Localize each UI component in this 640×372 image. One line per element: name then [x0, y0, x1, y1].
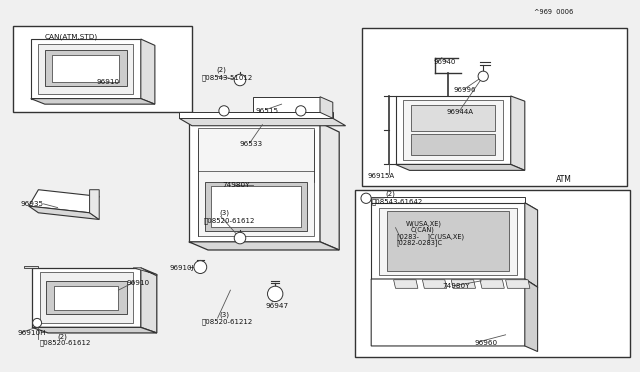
Text: Ⓝ08543-61642: Ⓝ08543-61642 — [371, 198, 422, 205]
Polygon shape — [371, 197, 525, 203]
Circle shape — [234, 74, 246, 86]
Text: 74980Y: 74980Y — [443, 283, 470, 289]
Text: 96915A: 96915A — [368, 173, 395, 179]
Polygon shape — [253, 97, 320, 112]
Polygon shape — [133, 268, 157, 276]
Text: 74980Y: 74980Y — [223, 182, 250, 188]
Polygon shape — [451, 280, 476, 288]
Polygon shape — [387, 211, 509, 271]
Text: C(CAN): C(CAN) — [411, 227, 435, 233]
Polygon shape — [32, 268, 141, 327]
Circle shape — [296, 106, 306, 116]
Text: (2): (2) — [58, 333, 67, 340]
Circle shape — [33, 318, 42, 327]
Circle shape — [194, 261, 207, 273]
Text: CAN(ATM,STD): CAN(ATM,STD) — [45, 33, 98, 40]
Polygon shape — [179, 118, 346, 126]
Text: 96910J: 96910J — [170, 265, 194, 271]
Text: 96515: 96515 — [256, 108, 279, 114]
Text: 96910H: 96910H — [18, 330, 47, 336]
Bar — [355, 190, 630, 357]
Polygon shape — [52, 55, 119, 82]
Text: ^969 0006: ^969 0006 — [534, 9, 573, 15]
Polygon shape — [40, 272, 133, 323]
Text: 96944A: 96944A — [447, 109, 474, 115]
Polygon shape — [320, 123, 339, 250]
Text: ATM: ATM — [556, 175, 572, 184]
Polygon shape — [411, 105, 495, 131]
Polygon shape — [29, 206, 99, 219]
Text: Ⓝ08543-51012: Ⓝ08543-51012 — [202, 74, 253, 81]
Polygon shape — [45, 50, 127, 86]
Circle shape — [268, 286, 283, 302]
Text: Ⓝ08520-61612: Ⓝ08520-61612 — [40, 340, 91, 346]
Text: (2): (2) — [385, 191, 395, 198]
Polygon shape — [198, 128, 314, 236]
Polygon shape — [189, 242, 339, 250]
Text: (3): (3) — [219, 209, 229, 216]
Polygon shape — [205, 182, 307, 231]
Polygon shape — [189, 123, 320, 242]
Text: 96947: 96947 — [266, 303, 289, 309]
Bar — [13, 26, 192, 112]
Polygon shape — [29, 190, 99, 213]
Text: 96940: 96940 — [434, 60, 456, 65]
Polygon shape — [480, 280, 504, 288]
Polygon shape — [525, 203, 538, 287]
Polygon shape — [525, 279, 538, 352]
Text: W(USA,XE): W(USA,XE) — [406, 220, 442, 227]
Polygon shape — [90, 190, 99, 219]
Polygon shape — [32, 327, 157, 333]
Text: (3): (3) — [219, 311, 229, 318]
Polygon shape — [179, 112, 333, 118]
Polygon shape — [46, 281, 127, 314]
Polygon shape — [396, 96, 511, 164]
Text: Ⓝ08520-61612: Ⓝ08520-61612 — [204, 217, 255, 224]
Circle shape — [219, 106, 229, 116]
Bar — [362, 28, 627, 186]
Text: 96533: 96533 — [240, 141, 263, 147]
Polygon shape — [24, 266, 38, 268]
Polygon shape — [320, 97, 333, 118]
Circle shape — [234, 232, 246, 244]
Polygon shape — [211, 186, 301, 227]
Text: 96910: 96910 — [96, 79, 119, 85]
Polygon shape — [371, 203, 525, 279]
Polygon shape — [38, 44, 133, 94]
Polygon shape — [396, 164, 525, 170]
Text: 96910: 96910 — [127, 280, 150, 286]
Text: 96935: 96935 — [20, 201, 44, 207]
Polygon shape — [422, 280, 447, 288]
Text: [0283-    ]C(USA,XE): [0283- ]C(USA,XE) — [397, 233, 464, 240]
Text: (2): (2) — [216, 67, 226, 73]
Text: 96960: 96960 — [475, 340, 498, 346]
Text: 96996: 96996 — [453, 87, 476, 93]
Polygon shape — [31, 99, 155, 104]
Polygon shape — [141, 268, 157, 333]
Circle shape — [478, 71, 488, 81]
Polygon shape — [506, 280, 530, 288]
Polygon shape — [403, 100, 503, 160]
Polygon shape — [54, 286, 118, 310]
Polygon shape — [379, 208, 517, 275]
Polygon shape — [371, 203, 538, 210]
Polygon shape — [31, 39, 141, 99]
Text: [0282-0283]C: [0282-0283]C — [397, 239, 443, 246]
Text: Ⓝ08520-61212: Ⓝ08520-61212 — [202, 318, 253, 325]
Circle shape — [361, 193, 371, 203]
Polygon shape — [411, 134, 495, 155]
Polygon shape — [371, 279, 538, 346]
Polygon shape — [141, 39, 155, 104]
Polygon shape — [511, 96, 525, 170]
Polygon shape — [394, 280, 418, 288]
